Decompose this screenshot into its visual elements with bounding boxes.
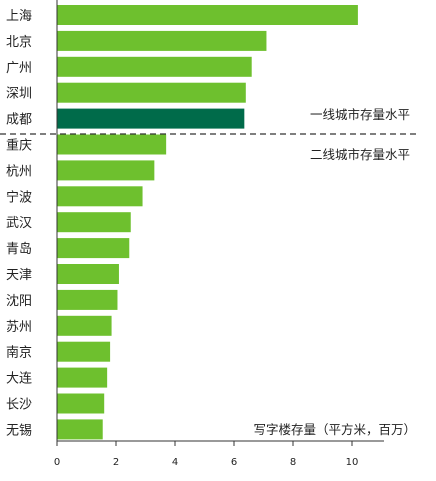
category-label-9: 武汉	[6, 216, 32, 231]
x-tick-label-1: 0	[54, 457, 60, 468]
bar-15	[57, 367, 108, 388]
category-label-12: 沈阳	[6, 294, 32, 309]
category-label-7: 杭州	[6, 164, 32, 179]
category-label-16: 长沙	[6, 398, 32, 413]
tier2-annotation: 二线城市存量水平	[310, 147, 410, 162]
category-label-13: 苏州	[6, 319, 32, 335]
unit-annotation: 写字楼存量（平方米，百万）	[253, 422, 416, 437]
bar-14	[57, 341, 111, 362]
bars-group	[57, 5, 358, 440]
bar-6	[57, 134, 167, 155]
bar-5	[57, 108, 245, 129]
x-tick-label-5: 8	[290, 457, 296, 468]
bar-4	[57, 82, 246, 103]
category-label-14: 南京	[6, 345, 32, 361]
category-label-17: 无锡	[6, 423, 32, 438]
bar-12	[57, 289, 118, 310]
x-tick-label-4: 6	[231, 457, 237, 468]
category-label-2: 北京	[6, 35, 32, 50]
category-label-5: 成都	[6, 113, 32, 128]
x-ticks: 0 2 4 6 8 10	[54, 441, 359, 468]
bar-9	[57, 212, 131, 233]
category-label-3: 广州	[6, 61, 32, 76]
bar-7	[57, 160, 155, 181]
bar-13	[57, 315, 112, 336]
x-tick-label-6: 10	[346, 457, 359, 468]
category-label-11: 天津	[6, 268, 32, 283]
x-tick-label-3: 4	[172, 457, 178, 468]
bar-8	[57, 186, 143, 207]
bar-17	[57, 419, 103, 440]
x-tick-label-2: 2	[113, 457, 119, 468]
category-label-8: 宁波	[6, 189, 32, 205]
bar-3	[57, 56, 252, 77]
bar-10	[57, 238, 130, 259]
bar-2	[57, 30, 267, 51]
bar-11	[57, 264, 119, 284]
category-label-1: 上海	[6, 9, 32, 24]
category-label-4: 深圳	[6, 87, 32, 102]
bar-1	[57, 5, 358, 25]
bar-16	[57, 393, 105, 414]
category-label-15: 大连	[6, 371, 32, 387]
category-label-10: 青岛	[6, 241, 32, 257]
category-label-6: 重庆	[6, 138, 32, 154]
tier1-annotation: 一线城市存量水平	[310, 107, 410, 122]
